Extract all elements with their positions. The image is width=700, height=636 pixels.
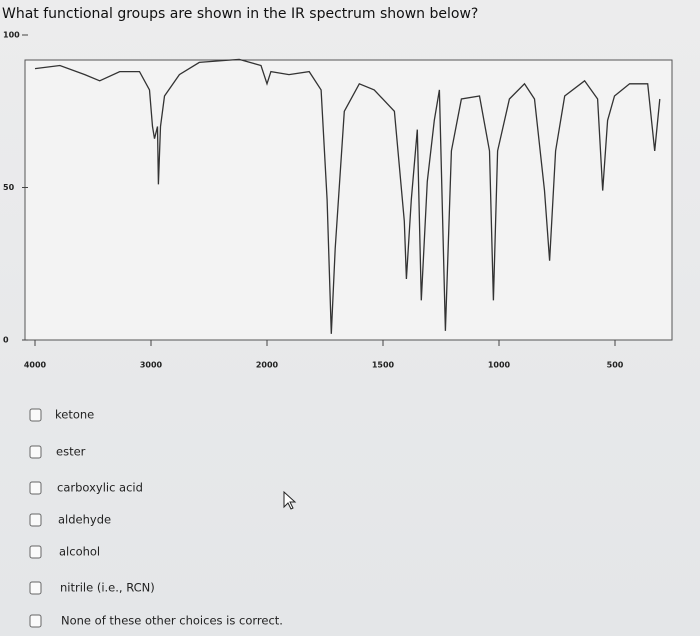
checkbox[interactable] (29, 481, 42, 495)
option-label[interactable]: None of these other choices is correct. (61, 614, 283, 628)
option-label[interactable]: aldehyde (58, 513, 111, 527)
option-label[interactable]: ketone (55, 408, 94, 422)
option-label[interactable]: ester (56, 445, 86, 459)
option-label[interactable]: nitrile (i.e., RCN) (60, 581, 155, 595)
y-tick-label: 0 (3, 336, 9, 345)
x-tick-label: 500 (607, 361, 624, 370)
checkbox[interactable] (29, 445, 42, 459)
option-label[interactable]: carboxylic acid (57, 481, 143, 495)
checkbox[interactable] (29, 408, 42, 422)
checkbox[interactable] (29, 614, 42, 628)
cursor (283, 490, 297, 510)
y-tick-label: 100 (3, 31, 20, 40)
x-tick-label: 2000 (256, 361, 279, 370)
checkbox[interactable] (29, 513, 42, 527)
x-tick-label: 1000 (488, 361, 511, 370)
question: What functional groups are shown in the … (2, 6, 478, 22)
spectrum-line (34, 58, 661, 334)
plot-frame (24, 59, 673, 341)
option-label[interactable]: alcohol (59, 545, 100, 559)
x-tick-label: 1500 (372, 361, 395, 370)
x-tick-label: 3000 (140, 361, 163, 370)
checkbox[interactable] (29, 581, 42, 595)
x-tick-label: 4000 (24, 361, 47, 370)
checkbox[interactable] (29, 545, 42, 559)
y-tick-label: 50 (3, 183, 15, 192)
